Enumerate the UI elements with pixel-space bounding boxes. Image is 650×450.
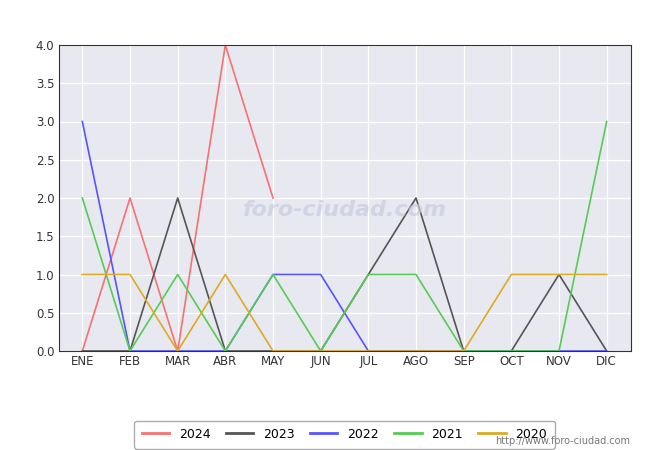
- 2021: [555, 348, 563, 354]
- 2022: [222, 348, 229, 354]
- 2022: [365, 348, 372, 354]
- 2023: [365, 272, 372, 277]
- 2024: [174, 348, 181, 354]
- 2022: [174, 348, 181, 354]
- 2021: [174, 272, 181, 277]
- 2023: [79, 348, 86, 354]
- 2021: [508, 348, 515, 354]
- 2023: [412, 195, 420, 201]
- 2021: [603, 119, 610, 124]
- 2020: [460, 348, 467, 354]
- Text: http://www.foro-ciudad.com: http://www.foro-ciudad.com: [495, 436, 630, 446]
- 2024: [222, 42, 229, 48]
- 2023: [317, 348, 324, 354]
- 2023: [222, 348, 229, 354]
- 2022: [317, 272, 324, 277]
- 2023: [460, 348, 467, 354]
- 2020: [555, 272, 563, 277]
- 2020: [174, 348, 181, 354]
- 2021: [126, 348, 134, 354]
- 2023: [269, 348, 277, 354]
- 2022: [508, 348, 515, 354]
- 2023: [126, 348, 134, 354]
- 2023: [555, 272, 563, 277]
- 2021: [79, 195, 86, 201]
- 2020: [508, 272, 515, 277]
- 2023: [603, 348, 610, 354]
- 2024: [126, 195, 134, 201]
- 2022: [460, 348, 467, 354]
- Line: 2022: 2022: [83, 122, 606, 351]
- 2020: [603, 272, 610, 277]
- 2022: [79, 119, 86, 124]
- 2021: [222, 348, 229, 354]
- 2020: [365, 348, 372, 354]
- 2021: [460, 348, 467, 354]
- Text: Matriculaciones de Vehiculos en La Almarcha: Matriculaciones de Vehiculos en La Almar…: [138, 9, 512, 27]
- 2020: [412, 348, 420, 354]
- 2020: [317, 348, 324, 354]
- 2021: [412, 272, 420, 277]
- 2023: [508, 348, 515, 354]
- 2021: [365, 272, 372, 277]
- Line: 2021: 2021: [83, 122, 606, 351]
- 2021: [269, 272, 277, 277]
- Line: 2023: 2023: [83, 198, 606, 351]
- 2022: [555, 348, 563, 354]
- 2022: [603, 348, 610, 354]
- 2020: [126, 272, 134, 277]
- 2020: [79, 272, 86, 277]
- Text: foro-ciudad.com: foro-ciudad.com: [242, 200, 447, 220]
- 2022: [269, 272, 277, 277]
- 2022: [412, 348, 420, 354]
- 2020: [222, 272, 229, 277]
- 2024: [79, 348, 86, 354]
- 2022: [126, 348, 134, 354]
- 2024: [269, 195, 277, 201]
- 2020: [269, 348, 277, 354]
- Legend: 2024, 2023, 2022, 2021, 2020: 2024, 2023, 2022, 2021, 2020: [134, 421, 555, 449]
- Line: 2024: 2024: [83, 45, 273, 351]
- 2021: [317, 348, 324, 354]
- 2023: [174, 195, 181, 201]
- Line: 2020: 2020: [83, 274, 606, 351]
